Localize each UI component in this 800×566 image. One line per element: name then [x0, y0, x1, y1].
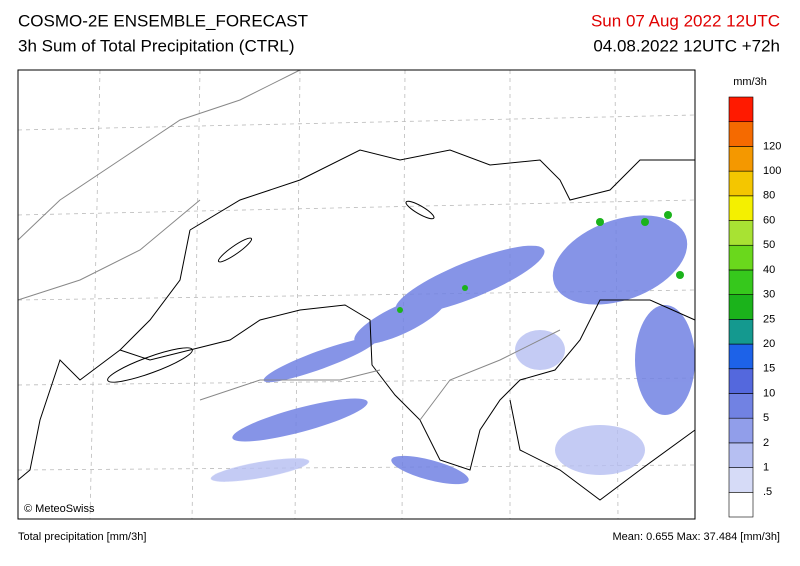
colorbar-swatch: [728, 220, 754, 246]
colorbar-label: 10: [763, 387, 775, 399]
footer-left: Total precipitation [mm/3h]: [18, 531, 146, 543]
colorbar-swatch: [728, 319, 754, 345]
colorbar-swatch: [728, 368, 754, 394]
colorbar-swatch: [728, 244, 754, 271]
colorbar-swatch: [728, 121, 754, 147]
colorbar-label: .5: [763, 486, 772, 498]
legend-unit: mm/3h: [733, 76, 767, 88]
colorbar-label: 50: [763, 239, 775, 251]
colorbar-label: 40: [763, 264, 775, 276]
colorbar-label: 120: [763, 140, 781, 152]
colorbar-label: 1: [763, 461, 769, 473]
colorbar-label: 100: [763, 165, 781, 177]
colorbar-swatch: [728, 491, 754, 518]
colorbar-swatch: [728, 417, 754, 444]
colorbar-swatch: [728, 269, 754, 295]
colorbar-swatch: [728, 195, 754, 221]
title: COSMO-2E ENSEMBLE_FORECAST: [18, 11, 308, 30]
colorbar-label: 25: [763, 313, 775, 325]
colorbar-swatch: [728, 343, 754, 370]
colorbar-swatch: [728, 294, 754, 320]
run-time: 04.08.2022 12UTC +72h: [593, 36, 780, 55]
colorbar-label: 60: [763, 214, 775, 226]
map: © MeteoSwiss: [17, 69, 696, 520]
colorbar-label: 2: [763, 437, 769, 449]
colorbar-swatch: [728, 170, 754, 197]
colorbar-swatch: [728, 146, 754, 172]
colorbar-label: 30: [763, 289, 775, 301]
map-credit: © MeteoSwiss: [24, 503, 95, 515]
colorbar-swatch: [728, 393, 754, 419]
colorbar-swatch: [728, 467, 754, 493]
colorbar-label: 80: [763, 190, 775, 202]
footer-right: Mean: 0.655 Max: 37.484 [mm/3h]: [612, 531, 780, 543]
colorbar-label: 15: [763, 363, 775, 375]
colorbar-swatch: [728, 442, 754, 468]
valid-time: Sun 07 Aug 2022 12UTC: [591, 11, 780, 30]
colorbar-label: 5: [763, 412, 769, 424]
subtitle: 3h Sum of Total Precipitation (CTRL): [18, 36, 295, 55]
colorbar-swatch: [728, 96, 754, 123]
colorbar-label: 20: [763, 338, 775, 350]
